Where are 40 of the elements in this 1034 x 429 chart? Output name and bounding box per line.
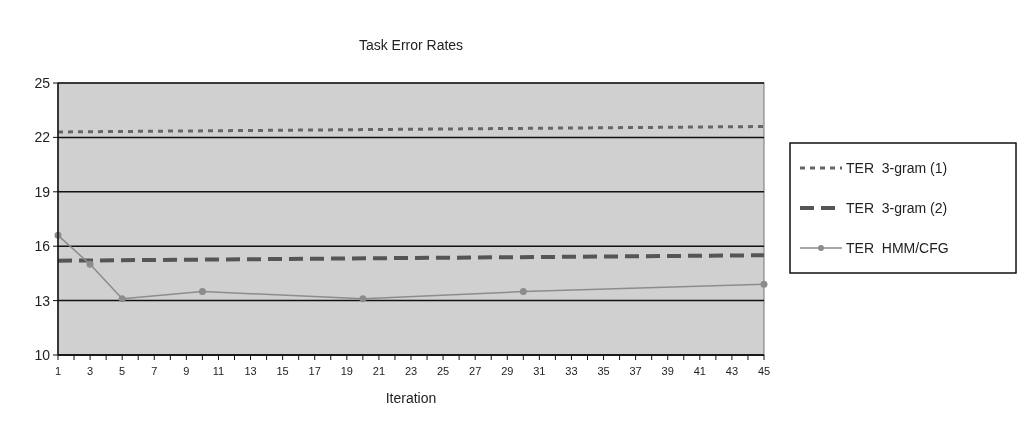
x-tick-label: 19 — [340, 365, 353, 377]
x-tick-label: 11 — [212, 365, 225, 377]
x-tick-label: 21 — [372, 365, 386, 377]
x-tick-label: 45 — [757, 365, 771, 377]
x-tick-label: 5 — [119, 365, 126, 377]
chart-title: Task Error Rates — [358, 37, 464, 53]
x-tick-label: 1 — [54, 365, 62, 377]
x-tick-label: 27 — [469, 365, 482, 377]
x-tick-label: 23 — [404, 365, 418, 377]
y-tick-label: 10 — [34, 346, 51, 363]
x-tick-label: 37 — [629, 365, 642, 377]
x-tick-label: 31 — [533, 365, 546, 377]
point — [519, 288, 527, 296]
x-tick-label: 15 — [276, 365, 289, 377]
x-tick-label: 43 — [725, 365, 739, 377]
y-tick-label: 25 — [34, 74, 51, 91]
legend-label: TER HMM/CFG — [846, 239, 949, 256]
x-tick-label: 29 — [501, 365, 514, 377]
x-tick-label: 3 — [87, 365, 94, 377]
legend-label: TER 3-gram (2) — [846, 199, 948, 216]
point — [86, 260, 94, 268]
x-tick-label: 41 — [693, 365, 706, 377]
point — [359, 295, 367, 303]
y-tick-label: 19 — [34, 183, 51, 200]
x-tick-label: 7 — [151, 365, 158, 377]
y-tick-label: 22 — [34, 129, 51, 146]
legend-label: TER 3-gram (1) — [846, 159, 948, 176]
x-tick-label: 17 — [308, 365, 321, 377]
x-tick-label: 35 — [597, 365, 610, 377]
x-tick-label: 13 — [244, 365, 257, 377]
y-tick-label: 16 — [34, 238, 51, 255]
x-tick-label: 39 — [661, 365, 674, 377]
x-axis-title: Iteration — [385, 390, 437, 406]
x-tick-label: 9 — [183, 365, 190, 377]
point — [760, 280, 768, 288]
point — [198, 288, 206, 296]
x-tick-label: 33 — [565, 365, 578, 377]
point — [118, 295, 126, 303]
x-tick-label: 25 — [436, 365, 450, 377]
y-tick-label: 13 — [34, 292, 51, 309]
